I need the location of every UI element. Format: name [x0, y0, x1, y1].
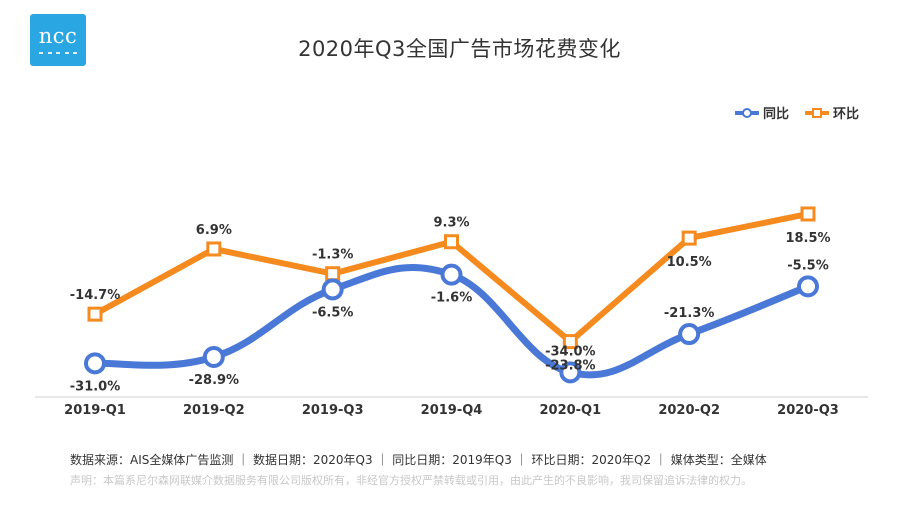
- data-label-qoq: 18.5%: [785, 231, 830, 246]
- line-chart: 2019-Q1 2019-Q2 2019-Q3 2019-Q4 2020-Q1 2020-…: [35, 206, 868, 418]
- data-label-yoy: -5.5%: [787, 258, 828, 273]
- copyright-disclaimer: 声明：本篇系尼尔森网联媒介数据服务有限公司版权所有，非经官方授权严禁转载或引用，…: [70, 474, 752, 487]
- point-qoq: [562, 334, 578, 350]
- point-qoq: [681, 230, 697, 246]
- data-label-yoy: -1.6%: [431, 291, 472, 306]
- data-source-note: 数据来源：AIS全媒体广告监测 ｜ 数据日期：2020年Q3 ｜ 同比日期：20…: [70, 453, 767, 467]
- chart-title: 2020年Q3全国广告市场花费变化: [298, 37, 621, 61]
- legend-label-yoy: 同比: [763, 107, 790, 122]
- point-yoy: [321, 278, 344, 301]
- data-label-qoq: -14.7%: [70, 288, 121, 303]
- data-label-qoq: 10.5%: [667, 255, 712, 270]
- point-qoq: [206, 241, 222, 257]
- point-yoy: [559, 361, 582, 384]
- point-yoy: [678, 323, 701, 346]
- x-tick-label: 2020-Q2: [658, 403, 720, 418]
- point-yoy: [202, 345, 225, 368]
- logo-text: ncc: [38, 24, 78, 48]
- legend-marker-qoq: [805, 107, 830, 118]
- x-tick-label: 2019-Q1: [64, 403, 126, 418]
- data-label-yoy: -31.0%: [70, 379, 121, 394]
- point-qoq: [325, 266, 341, 282]
- x-tick-label: 2020-Q3: [777, 403, 839, 418]
- legend-marker-yoy: [735, 107, 759, 118]
- point-yoy: [84, 352, 106, 375]
- x-tick-label: 2019-Q3: [302, 403, 364, 418]
- point-yoy: [440, 263, 463, 286]
- point-yoy: [797, 275, 819, 298]
- point-qoq: [800, 206, 816, 222]
- data-label-yoy: -34.0%: [545, 344, 596, 359]
- data-label-qoq: -23.8%: [545, 359, 596, 374]
- point-qoq: [87, 306, 103, 322]
- ncc-logo: ncc: [30, 14, 86, 66]
- data-label-yoy: -21.3%: [664, 306, 715, 321]
- x-tick-label: 2019-Q2: [183, 403, 245, 418]
- x-tick-label: 2019-Q4: [421, 403, 483, 418]
- data-label-yoy: -6.5%: [312, 305, 353, 320]
- legend-item-yoy: 同比: [735, 103, 789, 122]
- data-label-qoq: -1.3%: [312, 248, 353, 263]
- legend-item-qoq: 环比: [805, 103, 859, 122]
- point-qoq: [444, 234, 459, 250]
- logo-dots: [39, 52, 77, 55]
- data-label-yoy: -28.9%: [189, 373, 240, 388]
- x-tick-label: 2020-Q1: [539, 403, 601, 418]
- data-label-qoq: 9.3%: [433, 216, 469, 231]
- legend-label-qoq: 环比: [833, 107, 860, 122]
- chart-legend: 同比 环比: [735, 103, 859, 122]
- data-label-qoq: 6.9%: [196, 223, 232, 238]
